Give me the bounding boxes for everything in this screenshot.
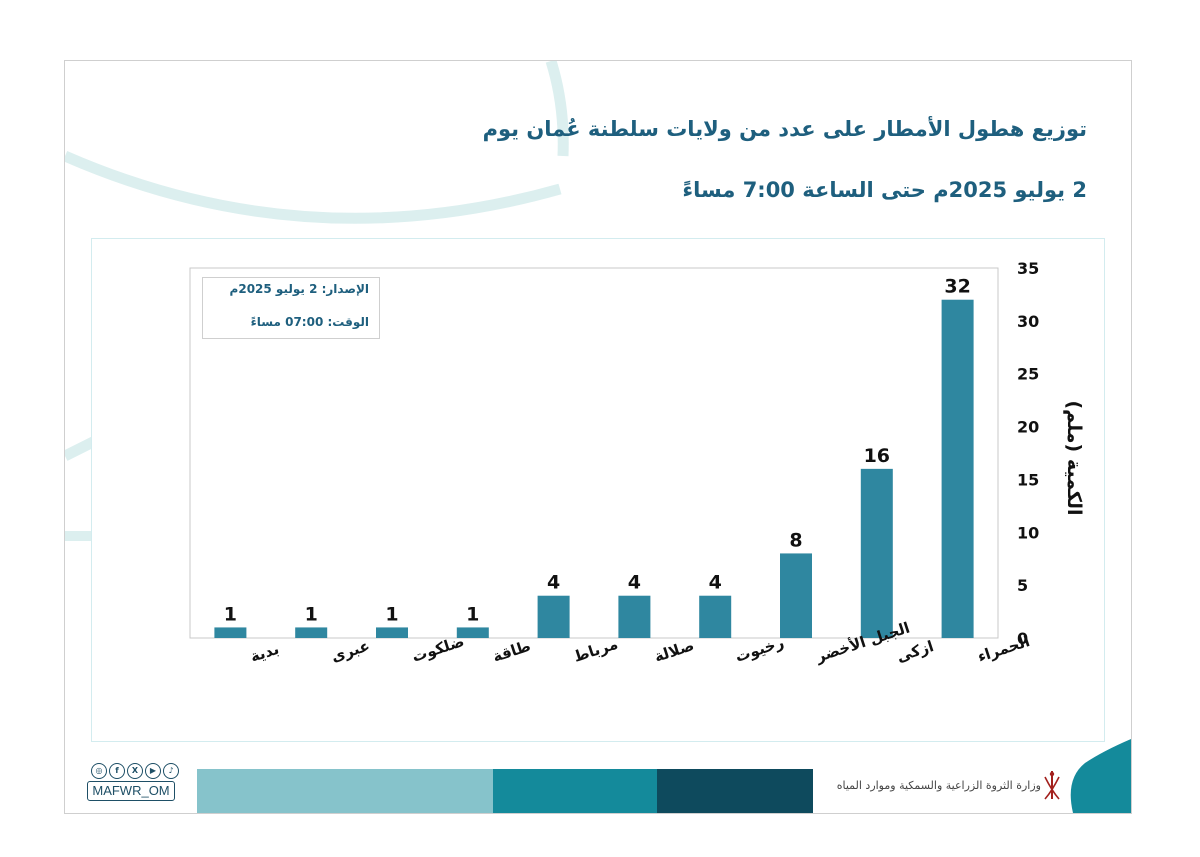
issue-info-box: الإصدار: 2 يوليو 2025م الوقت: 07:00 مساء… (202, 277, 380, 339)
y-axis-label: الكمية (ملم) (1063, 400, 1085, 515)
bars: 32 16 8 4 4 4 1 1 1 1 (214, 276, 974, 638)
bar (295, 627, 328, 638)
footer-band-light (197, 769, 495, 813)
y-tick-label: 35 (1017, 259, 1039, 278)
bar-data-label: 1 (385, 603, 398, 625)
x-tick-label: الحمراء (975, 632, 1032, 666)
x-tick-label: ازكى (894, 637, 935, 666)
x-tick-label: طاقة (490, 637, 532, 666)
slide: توزيع هطول الأمطار على عدد من ولايات سلط… (64, 60, 1132, 814)
bar-data-label: 32 (944, 276, 970, 298)
bar (456, 627, 489, 638)
youtube-icon[interactable]: ▶ (145, 763, 161, 779)
x-tick-label: بدية (248, 640, 281, 666)
bar (214, 627, 247, 638)
bar (941, 299, 974, 638)
x-tick-label: عبرى (329, 636, 372, 665)
y-tick-label: 5 (1017, 576, 1028, 595)
social-icons: ◎ f X ▶ ♪ (91, 763, 179, 779)
y-tick-label: 30 (1017, 312, 1039, 331)
issue-time: الوقت: 07:00 مساءً (250, 315, 369, 329)
y-tick-label: 15 (1017, 470, 1039, 489)
footer-band-mid (493, 769, 659, 813)
bar-data-label: 4 (709, 572, 722, 594)
bar-data-label: 1 (305, 603, 318, 625)
bar-chart: 0 5 10 15 20 25 30 35 32 16 8 4 4 4 1 1 1 1 الحمراء ازكى ا… (189, 259, 1085, 666)
social-handle[interactable]: MAFWR_OM (87, 781, 175, 801)
footer-band-dark (657, 769, 813, 813)
bar (860, 468, 893, 638)
chart-panel: 0 5 10 15 20 25 30 35 32 16 8 4 4 4 1 1 1 1 الحمراء ازكى ا… (91, 238, 1105, 742)
page-title-line2: 2 يوليو 2025م حتى الساعة 7:00 مساءً (682, 178, 1087, 202)
page-title-line1: توزيع هطول الأمطار على عدد من ولايات سلط… (482, 117, 1087, 141)
facebook-icon[interactable]: f (109, 763, 125, 779)
bar-data-label: 16 (864, 445, 890, 467)
corner-wave-decoration (1070, 739, 1131, 813)
bar (699, 595, 732, 638)
x-tick-label: صلالة (652, 636, 696, 666)
bar (618, 595, 651, 638)
bar-data-label: 4 (547, 572, 560, 594)
bar-data-label: 4 (628, 572, 641, 594)
bar-data-label: 8 (789, 529, 802, 551)
plot-area-frame (189, 267, 999, 639)
ministry-name: وزارة الثروة الزراعية والسمكية وموارد ال… (836, 779, 1041, 792)
y-tick-label: 0 (1017, 629, 1028, 648)
issue-date: الإصدار: 2 يوليو 2025م (229, 282, 369, 296)
y-tick-label: 10 (1017, 523, 1039, 542)
bar-data-label: 1 (224, 603, 237, 625)
y-axis-ticks: 0 5 10 15 20 25 30 35 (1017, 259, 1039, 648)
x-tick-label: مرباط (571, 635, 620, 666)
instagram-icon[interactable]: ◎ (91, 763, 107, 779)
bar (537, 595, 570, 638)
y-tick-label: 25 (1017, 365, 1039, 384)
social-block: ◎ f X ▶ ♪ MAFWR_OM (87, 763, 179, 803)
x-tick-label: ضلكوت (410, 632, 467, 666)
x-icon[interactable]: X (127, 763, 143, 779)
tiktok-icon[interactable]: ♪ (163, 763, 179, 779)
y-tick-label: 20 (1017, 418, 1039, 437)
bar (376, 627, 408, 638)
oman-emblem-icon (1044, 771, 1060, 800)
bar (780, 553, 812, 638)
footer: ◎ f X ▶ ♪ MAFWR_OM وزارة الثروة الزراعية… (65, 739, 1131, 813)
bar-data-label: 1 (466, 603, 479, 625)
